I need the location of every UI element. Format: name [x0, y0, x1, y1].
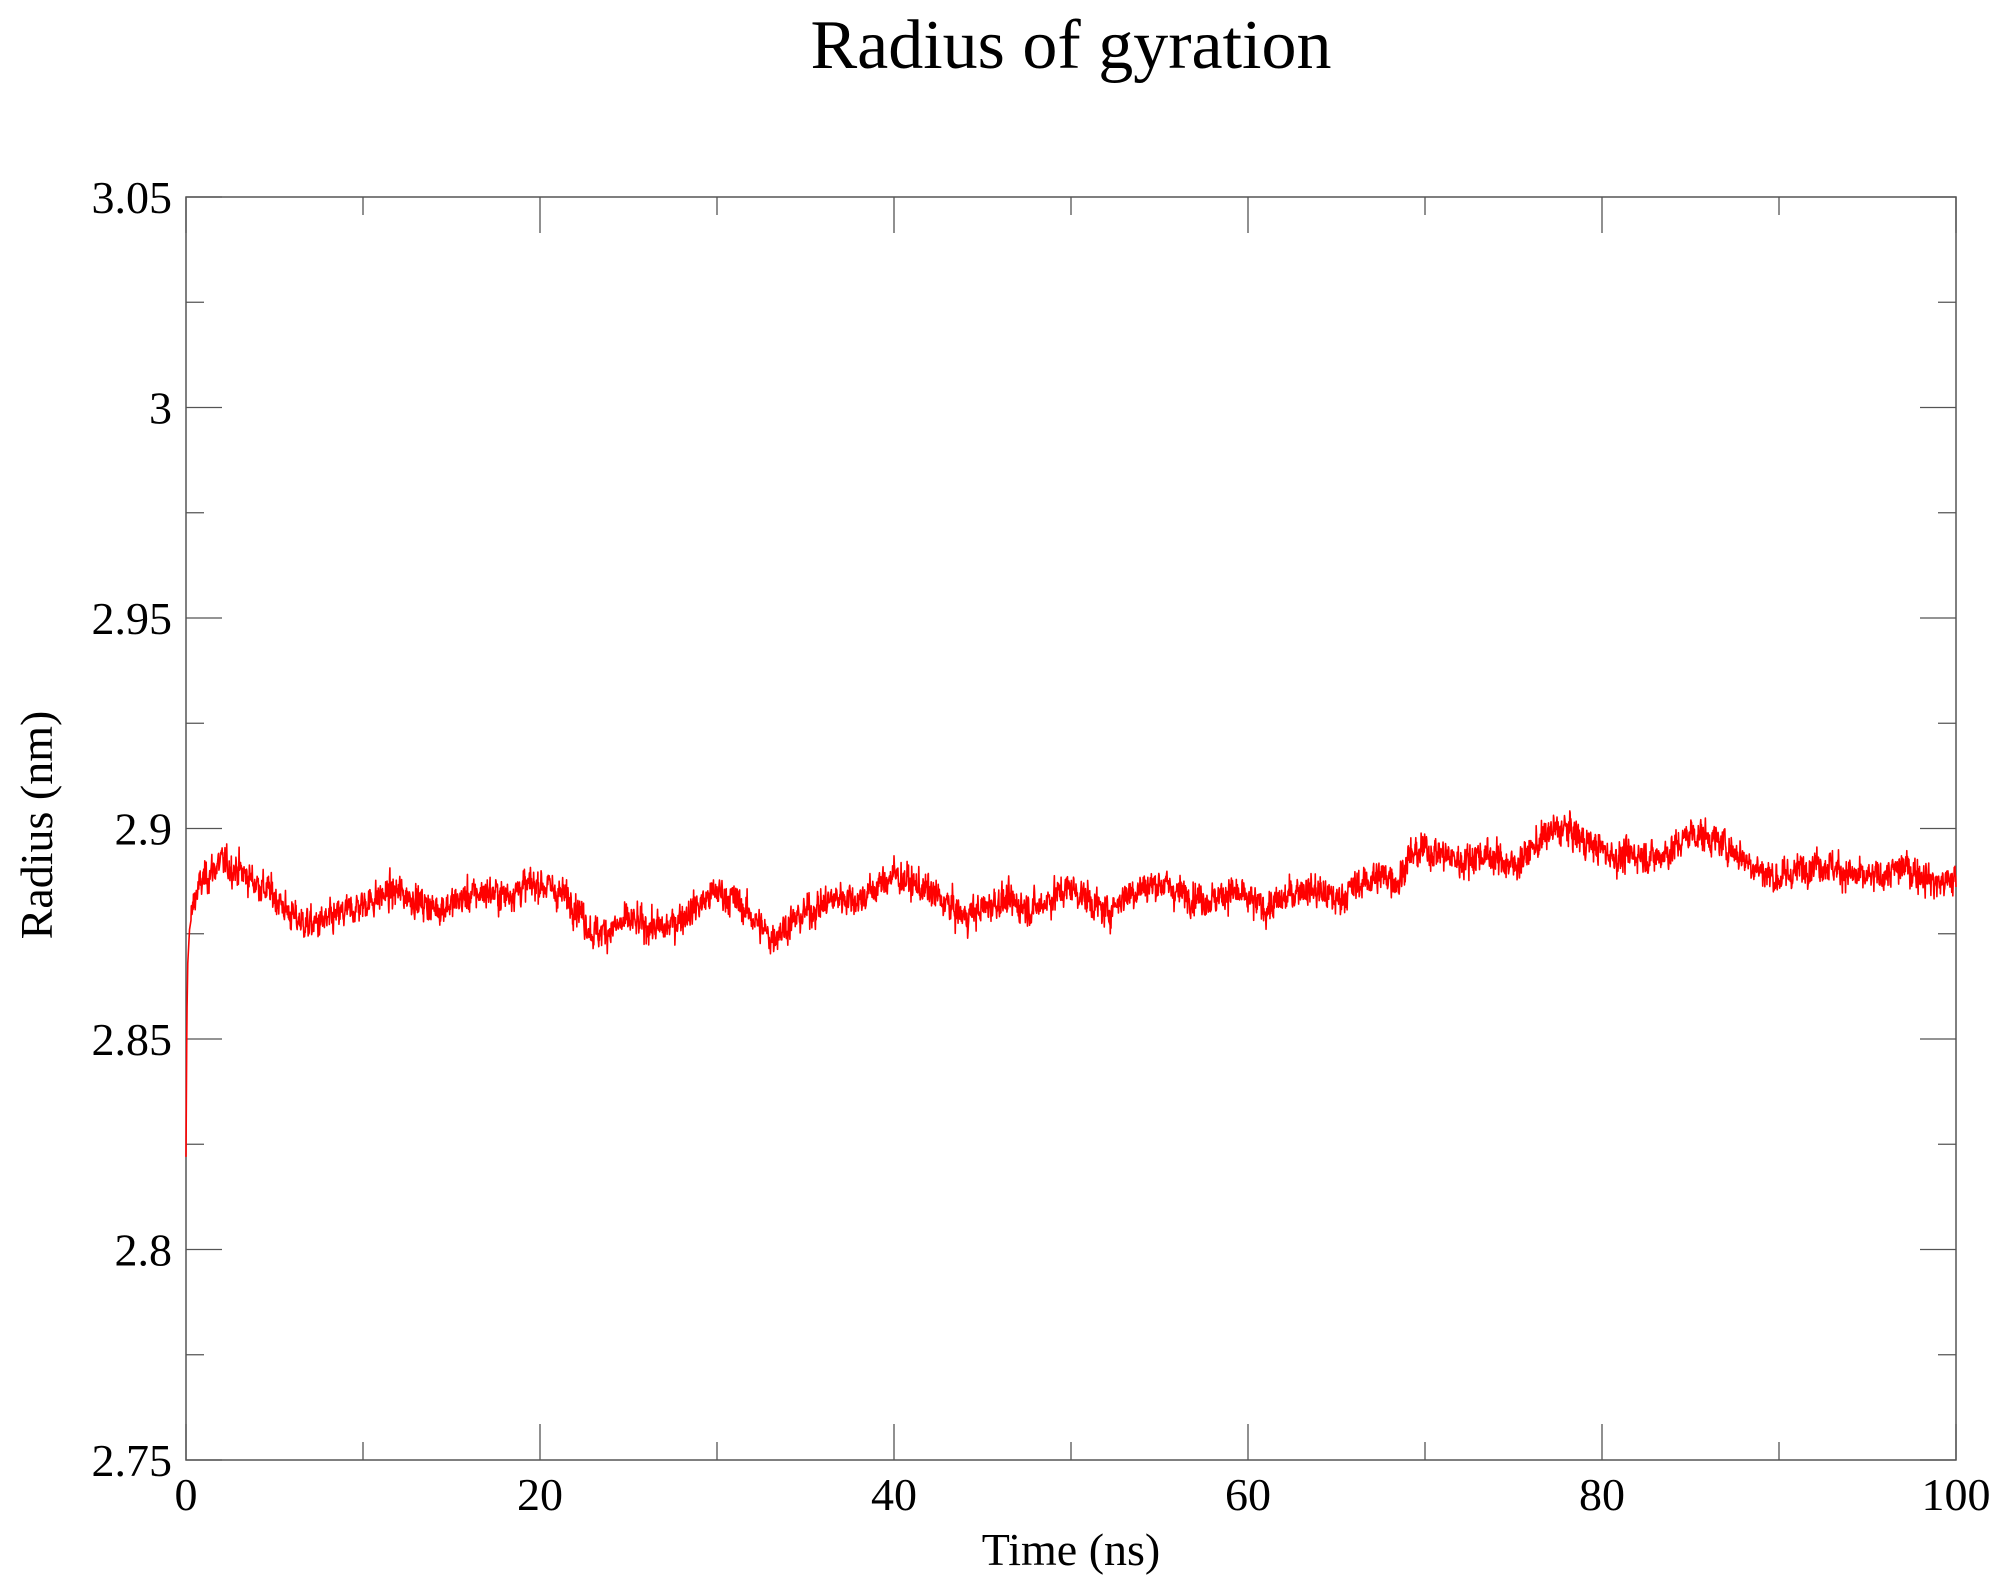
axis-ticks	[185, 196, 1957, 1461]
y-tick-label: 2.9	[115, 804, 173, 855]
y-tick-label: 2.85	[92, 1014, 173, 1065]
y-tick-label: 2.75	[92, 1435, 173, 1486]
chart-title: Radius of gyration	[810, 7, 1331, 84]
x-tick-label: 100	[1922, 1469, 1991, 1520]
y-tick-label: 3.05	[92, 172, 173, 223]
x-tick-label: 0	[175, 1469, 198, 1520]
x-tick-label: 40	[871, 1469, 917, 1520]
x-tick-label: 20	[517, 1469, 563, 1520]
x-tick-label: 80	[1579, 1469, 1625, 1520]
radius-series-line	[185, 810, 1957, 1157]
y-tick-label: 2.8	[115, 1225, 173, 1276]
y-tick-label: 3	[149, 383, 172, 434]
x-axis-label: Time (ns)	[982, 1524, 1161, 1575]
y-axis-label: Radius (nm)	[11, 711, 62, 940]
x-tick-label: 60	[1225, 1469, 1271, 1520]
axis-tick-labels: 0 20 40 60 80 100 2.75 2.8 2.85 2.9 2.95 3 3.05	[92, 172, 1991, 1520]
y-tick-label: 2.95	[92, 593, 173, 644]
